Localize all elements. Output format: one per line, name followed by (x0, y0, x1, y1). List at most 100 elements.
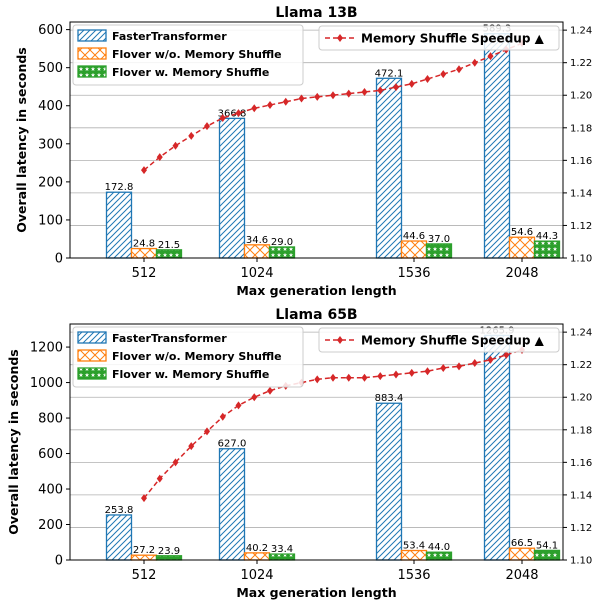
speedup-point (298, 94, 305, 103)
bar-series-3: 21.5 29.0 37.0 44.3 (155, 231, 561, 259)
y2-tick-label: 1.18 (570, 425, 592, 436)
bar (375, 77, 403, 259)
x-tick-label: 1536 (397, 266, 430, 281)
bar (130, 247, 158, 259)
y2-tick-label: 1.18 (570, 123, 592, 134)
speedup-point (172, 458, 179, 467)
speedup-point (408, 79, 415, 88)
y2-tick-label: 1.20 (570, 393, 592, 404)
y-tick-label: 1000 (30, 376, 63, 391)
chart-panel-2: 253.8627.0883.41265.927.240.253.466.523.… (6, 307, 592, 600)
x-tick-label: 2048 (505, 266, 538, 281)
bar (375, 402, 403, 561)
y2-tick-label: 1.22 (570, 58, 592, 69)
y2-tick-label: 1.16 (570, 458, 592, 469)
speedup-point (219, 114, 226, 123)
legend-box (318, 25, 560, 51)
speedup-point (440, 70, 447, 79)
legend-label: Flover w/o. Memory Shuffle (112, 350, 282, 363)
bar (508, 236, 536, 259)
data-label: 44.6 (403, 231, 425, 242)
legend-swatch (77, 65, 107, 78)
bar (533, 240, 561, 259)
legend-label: Flover w. Memory Shuffle (112, 368, 269, 381)
speedup-point (456, 362, 462, 371)
data-label: 883.4 (375, 393, 404, 404)
bar (508, 547, 536, 561)
speedup-series (141, 39, 525, 175)
speedup-point (251, 104, 258, 113)
speedup-point (393, 370, 399, 379)
speedup-point (156, 474, 163, 483)
speedup-point (471, 359, 478, 368)
x-tick-label: 1024 (240, 568, 273, 583)
speedup-point (424, 74, 431, 83)
speedup-point (393, 83, 399, 92)
x-tick-label: 512 (132, 266, 157, 281)
data-label: 44.0 (428, 542, 450, 553)
x-tick-label: 1536 (397, 568, 430, 583)
data-label: 24.8 (133, 239, 155, 250)
data-label: 44.3 (536, 231, 558, 242)
y-tick-label: 1200 (30, 341, 63, 356)
legend-swatch (77, 47, 107, 60)
y2-tick-label: 1.10 (570, 254, 592, 265)
speedup-point (424, 367, 431, 376)
y2-tick-label: 1.12 (570, 523, 592, 534)
x-tick-label: 2048 (505, 568, 538, 583)
speedup-point (314, 375, 321, 384)
y-tick-label: 200 (38, 175, 63, 190)
x-axis-label: Max generation length (236, 283, 396, 298)
bar (243, 552, 271, 561)
data-label: 627.0 (218, 439, 247, 450)
data-label: 66.5 (511, 538, 533, 549)
speedup-legend: Memory Shuffle Speedup ▲ (318, 25, 560, 51)
data-label: 27.2 (133, 545, 155, 556)
y-tick-label: 800 (38, 412, 63, 427)
bar-legend: FasterTransformer Flover w/o. Memory Shuf… (72, 326, 304, 388)
bar (155, 249, 183, 259)
speedup-point (377, 372, 384, 381)
bar (268, 246, 296, 259)
speedup-point (188, 442, 195, 451)
legend-marker (337, 34, 343, 42)
data-label: 253.8 (105, 505, 134, 516)
y2-tick-label: 1.14 (570, 490, 592, 501)
data-label: 34.6 (246, 235, 268, 246)
data-label: 21.5 (158, 240, 180, 251)
bar (105, 514, 133, 561)
bar (243, 244, 271, 259)
y-tick-label: 400 (38, 483, 63, 498)
speedup-point (361, 87, 368, 96)
speedup-point (377, 86, 384, 95)
data-label: 172.8 (105, 182, 134, 193)
legend-box (72, 24, 304, 86)
speedup-point (219, 412, 226, 421)
y2-tick-label: 1.12 (570, 221, 592, 232)
y2-tick-label: 1.22 (570, 360, 592, 371)
speedup-point (314, 92, 321, 101)
y2-tick-label: 1.10 (570, 556, 592, 567)
bar (483, 334, 511, 561)
x-axis: 512 1024 1536 2048 (132, 560, 539, 583)
x-tick-label: 1024 (240, 266, 273, 281)
y2-tick-label: 1.24 (570, 328, 592, 339)
speedup-point (330, 373, 336, 382)
speedup-point (330, 91, 336, 100)
data-label: 29.0 (271, 237, 293, 248)
y2-tick-label: 1.14 (570, 188, 592, 199)
bar-series-3: 23.9 33.4 44.0 54.1 (155, 540, 561, 561)
bar (400, 240, 428, 259)
speedup-point (345, 373, 352, 382)
legend-swatch (77, 349, 107, 362)
data-label: 366.8 (218, 108, 247, 119)
y2-tick-label: 1.16 (570, 156, 592, 167)
chart-title: Llama 65B (275, 307, 357, 323)
bar (425, 551, 453, 561)
bar-series-2: 27.2 40.2 53.4 66.5 (130, 538, 536, 561)
speedup-point (235, 109, 242, 118)
speedup-point (204, 427, 210, 436)
y-axis-right: 1.10 1.12 1.14 1.16 1.18 1.20 1.22 1.24 (563, 26, 592, 265)
bar (483, 33, 511, 259)
